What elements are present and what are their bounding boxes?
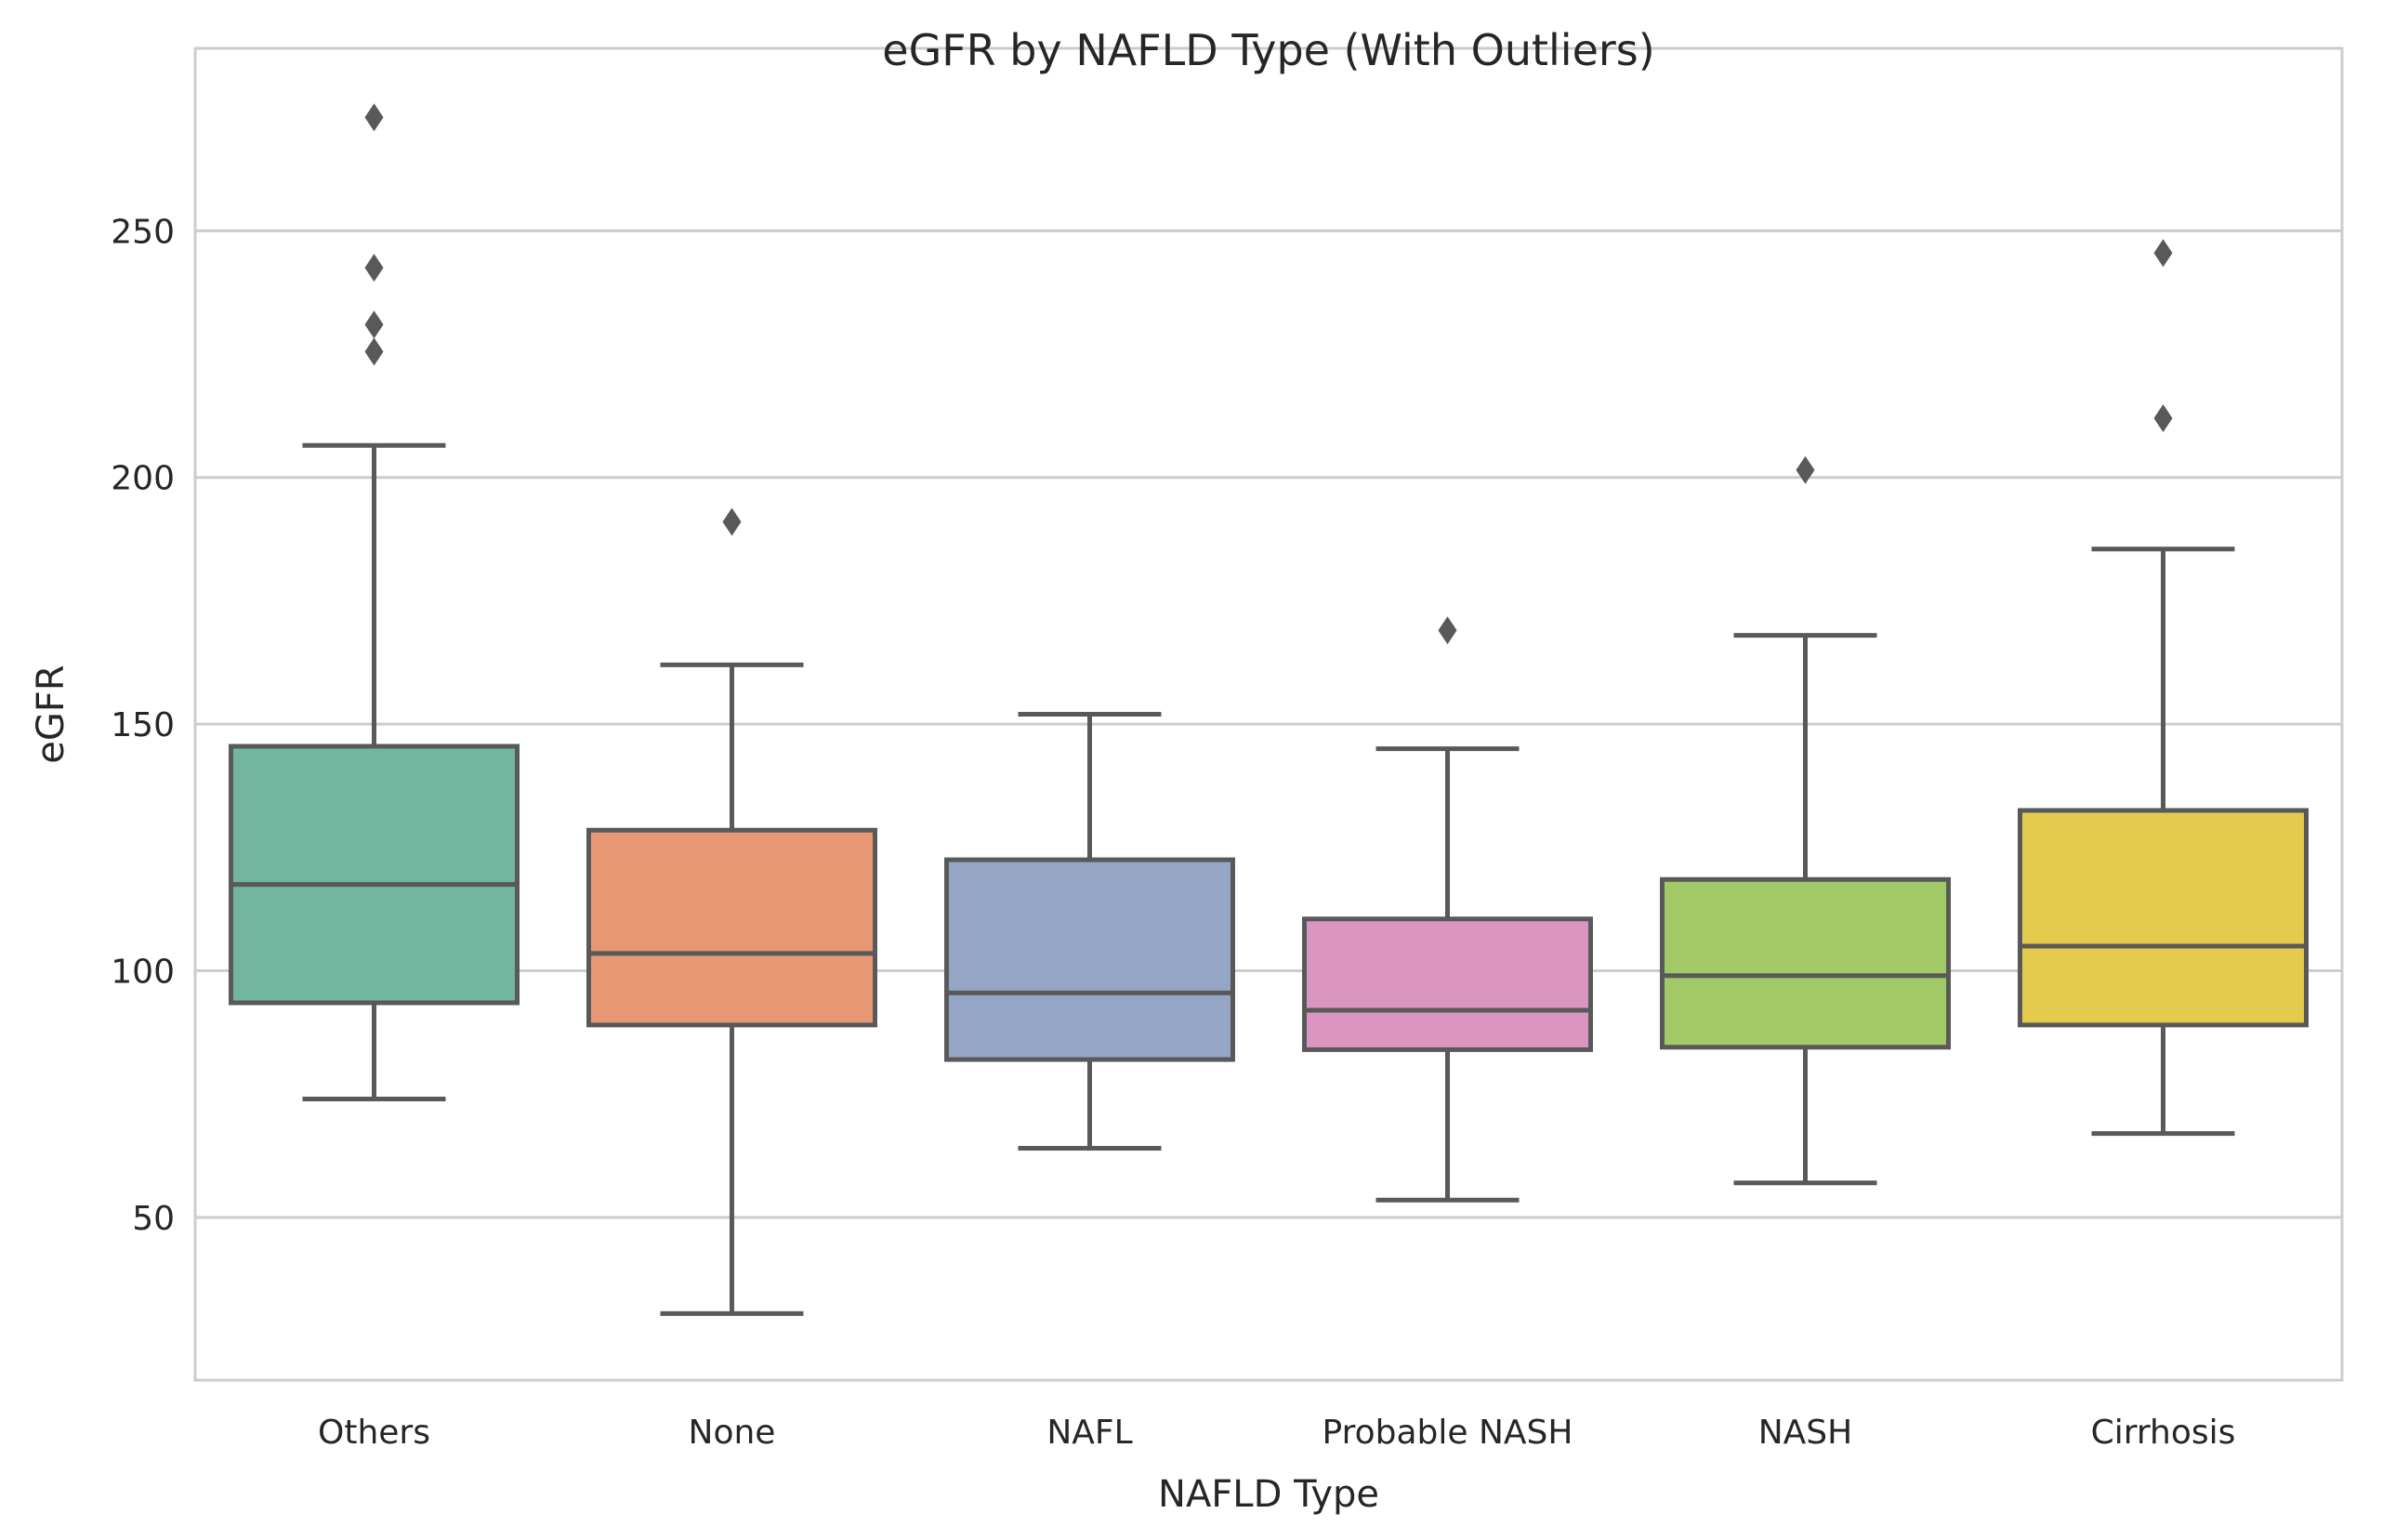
box	[1302, 916, 1593, 1052]
outlier-point	[364, 103, 384, 132]
x-tick-label: Others	[318, 1414, 430, 1452]
x-tick-label: NAFL	[1046, 1414, 1132, 1452]
outlier-point	[2153, 404, 2173, 433]
y-tick-label: 200	[111, 460, 175, 498]
x-tick-labels: Others None NAFL Probable NASH NASH Cirrhosis	[318, 1414, 2235, 1452]
plot-frame	[193, 46, 2344, 1382]
box	[944, 857, 1235, 1062]
box-group	[1660, 455, 1951, 1186]
x-tick-label: NASH	[1758, 1414, 1852, 1452]
y-tick-label: 150	[111, 706, 175, 744]
box-group	[944, 712, 1235, 1152]
outlier-point	[1438, 616, 1457, 645]
x-tick-label: Cirrhosis	[2091, 1414, 2236, 1452]
box-group	[1302, 616, 1593, 1203]
outlier-point	[364, 337, 384, 366]
chart-title: eGFR by NAFLD Type (With Outliers)	[882, 25, 1654, 75]
box	[229, 744, 520, 1006]
box-plots	[229, 103, 2309, 1316]
outlier-point	[722, 507, 742, 536]
x-tick-label: None	[689, 1414, 776, 1452]
y-tick-labels: 50 100 150 200 250	[111, 213, 175, 1237]
y-tick-label: 250	[111, 213, 175, 251]
outlier-point	[1796, 455, 1815, 484]
box-group	[2018, 239, 2309, 1137]
y-axis-label: eGFR	[30, 665, 72, 763]
outlier-point	[364, 254, 384, 283]
outlier-point	[364, 310, 384, 339]
y-tick-label: 50	[132, 1200, 175, 1238]
box	[1660, 876, 1951, 1050]
box	[2018, 808, 2309, 1028]
box	[586, 827, 877, 1028]
x-axis-label: NAFLD Type	[1158, 1473, 1379, 1516]
y-tick-label: 100	[111, 953, 175, 991]
box-group	[229, 103, 520, 1101]
outlier-point	[2153, 239, 2173, 268]
x-tick-label: Probable NASH	[1323, 1414, 1573, 1452]
y-gridlines	[195, 229, 2342, 1219]
box-group	[586, 507, 877, 1316]
